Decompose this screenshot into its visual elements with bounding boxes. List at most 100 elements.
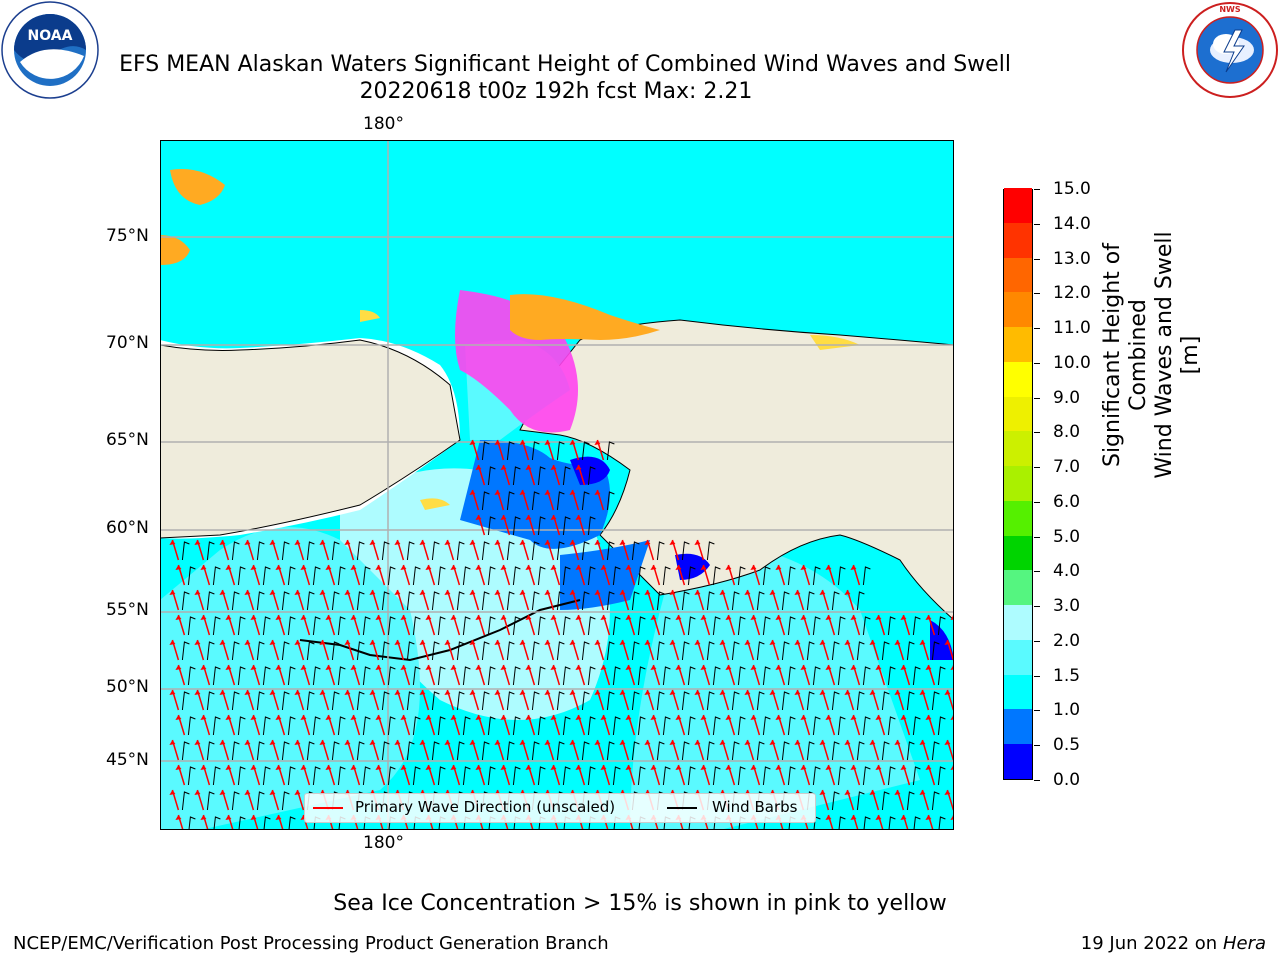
wind-barb (731, 641, 740, 661)
wind-barb (281, 791, 290, 811)
wave-arrow-head (619, 540, 626, 545)
wave-arrow-head (669, 540, 676, 545)
wind-barb (481, 741, 490, 761)
wind-barb (356, 641, 365, 661)
wave-arrow-head (344, 740, 351, 745)
colorbar-title: Significant Height of Combined Wind Wave… (1100, 225, 1204, 485)
wave-arrow-head (875, 715, 882, 720)
wave-arrow-head (544, 440, 551, 445)
wave-arrow-head (194, 790, 201, 795)
wind-barb (756, 741, 765, 761)
wave-arrow-head (819, 740, 826, 745)
wind-barb (506, 591, 515, 611)
wind-barb (356, 591, 365, 611)
colorbar-tick-mark (1034, 467, 1040, 469)
wind-barb (512, 466, 521, 486)
wind-barb (662, 766, 671, 786)
wind-barb (912, 766, 921, 786)
wind-barb (287, 766, 296, 786)
wave-arrow-head (425, 715, 432, 720)
wind-barb (906, 641, 915, 661)
wind-barb (912, 716, 921, 736)
wave-arrow-head (800, 765, 807, 770)
wave-arrow-head (175, 615, 182, 620)
wave-arrow-head (800, 715, 807, 720)
wave-arrow-head (575, 615, 582, 620)
colorbar-tick-mark (1034, 432, 1040, 434)
wave-arrow-head (594, 740, 601, 745)
wave-arrow-head (694, 690, 701, 695)
wind-barb (406, 691, 415, 711)
wave-arrow-head (275, 815, 282, 820)
wind-barb (681, 591, 690, 611)
wave-height-1.5m-region (160, 527, 420, 830)
wave-arrow-head (225, 815, 232, 820)
wave-arrow-head (269, 790, 276, 795)
wave-arrow-head (269, 690, 276, 695)
wind-barb (231, 741, 240, 761)
wind-barb (831, 641, 840, 661)
colorbar-segment (1004, 222, 1032, 258)
wave-arrow-head (494, 490, 501, 495)
wind-barb (656, 591, 665, 611)
wind-barb (487, 466, 496, 486)
wave-arrow-head (550, 715, 557, 720)
wave-arrow-head (644, 690, 651, 695)
wind-barb (556, 641, 565, 661)
wind-barb (212, 666, 221, 686)
wind-barb (387, 566, 396, 586)
wave-arrow-head (850, 615, 857, 620)
noaa-logo: NOAA (1, 1, 99, 99)
wind-barb (656, 641, 665, 661)
wave-arrow-head (469, 640, 476, 645)
wave-arrow-head (875, 765, 882, 770)
wave-arrow-head (819, 790, 826, 795)
wind-barb (187, 666, 196, 686)
wind-barb (481, 541, 490, 561)
wave-arrow-head (425, 565, 432, 570)
wind-barb (706, 691, 715, 711)
wind-barb (387, 766, 396, 786)
wave-arrow-head (244, 740, 251, 745)
colorbar-tick-label: 13.0 (1053, 248, 1091, 269)
wind-barb (381, 741, 390, 761)
wind-barb (231, 541, 240, 561)
lat-label-55: 55°N (106, 600, 149, 620)
wind-barb (206, 691, 215, 711)
wave-arrow-head (819, 690, 826, 695)
wave-arrow-head (544, 590, 551, 595)
wave-arrow-head (200, 765, 207, 770)
wave-arrow-head (694, 740, 701, 745)
wave-arrow-head (469, 740, 476, 745)
wave-arrow-head (544, 690, 551, 695)
wave-arrow-head (725, 715, 732, 720)
wave-arrow-head (369, 690, 376, 695)
wave-arrow-head (675, 765, 682, 770)
wave-arrow-head (419, 640, 426, 645)
wave-arrow-head (750, 665, 757, 670)
wind-barb (406, 541, 415, 561)
wave-arrow-head (244, 540, 251, 545)
wind-barb (712, 566, 721, 586)
wave-arrow-head (294, 690, 301, 695)
wave-arrow-head (944, 690, 951, 695)
wind-barb (362, 666, 371, 686)
wind-barb (712, 666, 721, 686)
wind-barb (581, 491, 590, 511)
wave-arrow-head (700, 665, 707, 670)
wind-barb (812, 716, 821, 736)
colorbar-title-line1: Significant Height of Combined (1100, 242, 1151, 468)
wave-arrow-head (350, 715, 357, 720)
wind-barb (506, 541, 515, 561)
wind-barb (731, 691, 740, 711)
wind-barb (587, 466, 596, 486)
wind-barb (506, 741, 515, 761)
footer-date: 19 Jun 2022 on Hera (1081, 933, 1266, 954)
wave-arrow-head (275, 765, 282, 770)
wave-arrow-head (275, 665, 282, 670)
wind-barb (812, 666, 821, 686)
wave-arrow-head (250, 565, 257, 570)
wave-arrow-head (794, 690, 801, 695)
wave-arrow-head (744, 590, 751, 595)
wave-arrow-head (819, 640, 826, 645)
